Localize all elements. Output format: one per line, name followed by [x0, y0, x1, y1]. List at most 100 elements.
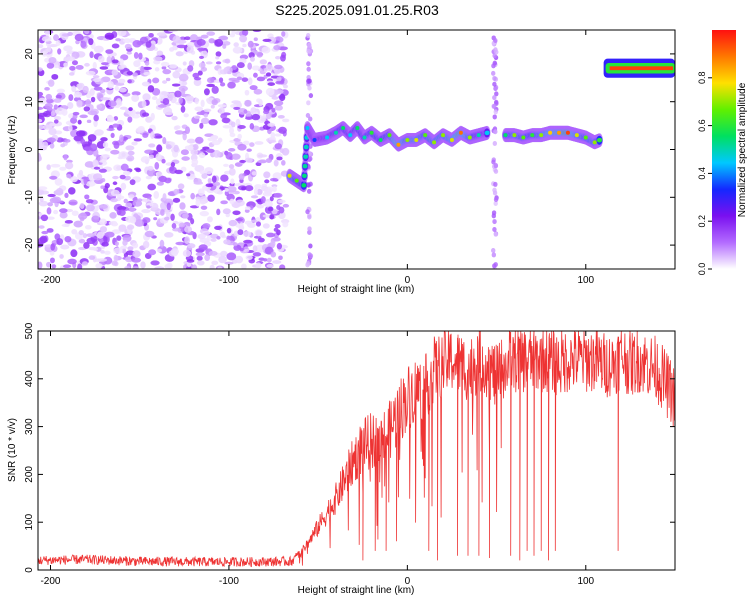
noise-speckle: [200, 34, 209, 39]
noise-speckle: [46, 44, 52, 53]
noise-speckle: [44, 102, 53, 109]
noise-speckle: [83, 106, 91, 112]
noise-speckle: [264, 187, 272, 195]
noise-speckle: [170, 161, 176, 168]
noise-speckle: [63, 62, 69, 68]
noise-speckle: [218, 77, 224, 84]
ridge-point: [348, 133, 353, 138]
noise-speckle: [274, 105, 283, 111]
noise-speckle: [193, 78, 202, 87]
noise-speckle: [63, 264, 72, 269]
noise-speckle: [237, 143, 247, 151]
noise-speckle: [64, 220, 73, 224]
noise-speckle: [237, 133, 242, 140]
stripe-speckle: [305, 262, 310, 268]
noise-speckle: [118, 209, 126, 216]
noise-speckle: [255, 221, 262, 227]
noise-speckle: [244, 206, 251, 211]
noise-speckle: [103, 235, 108, 243]
noise-speckle: [68, 199, 78, 206]
noise-speckle: [157, 104, 167, 108]
noise-speckle: [87, 110, 98, 116]
noise-speckle: [53, 119, 59, 124]
noise-speckle: [129, 216, 137, 224]
noise-speckle: [135, 127, 145, 133]
noise-speckle: [73, 220, 83, 228]
noise-speckle: [235, 199, 245, 207]
noise-speckle: [244, 185, 254, 192]
noise-speckle: [243, 249, 250, 253]
noise-speckle: [86, 233, 96, 238]
noise-speckle: [143, 72, 151, 76]
noise-speckle: [134, 218, 145, 227]
noise-speckle: [46, 164, 51, 171]
noise-speckle: [89, 51, 94, 59]
noise-speckle: [197, 47, 207, 51]
noise-speckle: [228, 148, 236, 152]
noise-speckle: [61, 108, 68, 116]
noise-speckle: [46, 228, 54, 233]
noise-speckle: [45, 261, 52, 268]
noise-speckle: [86, 237, 96, 245]
noise-speckle: [236, 76, 243, 81]
noise-speckle: [46, 62, 55, 69]
noise-speckle: [142, 217, 151, 224]
noise-speckle: [228, 219, 238, 227]
noise-speckle: [251, 219, 258, 223]
noise-speckle: [207, 194, 215, 202]
snr-panel: -200 -100 0 100 0 100 200 300 400 500 Height of …: [7, 322, 676, 596]
noise-speckle: [119, 174, 126, 180]
noise-speckle: [132, 72, 139, 77]
noise-speckle: [218, 35, 229, 41]
noise-speckle: [169, 166, 175, 172]
noise-speckle: [117, 30, 127, 37]
noise-speckle: [173, 188, 180, 195]
ridge-point: [369, 130, 374, 135]
noise-speckle: [222, 125, 232, 129]
noise-speckle: [111, 260, 118, 266]
noise-speckle: [220, 174, 229, 182]
noise-speckle: [200, 205, 208, 210]
noise-speckle: [243, 109, 248, 114]
stripe-speckle: [306, 66, 311, 72]
noise-speckle: [191, 158, 199, 166]
noise-speckle: [204, 254, 211, 262]
noise-speckle: [164, 263, 171, 269]
noise-speckle: [117, 206, 127, 211]
noise-speckle: [201, 172, 208, 179]
noise-speckle: [231, 30, 236, 36]
snr-x-axis-label: Height of straight line (km): [298, 585, 415, 596]
noise-speckle: [133, 51, 139, 59]
noise-speckle: [154, 266, 165, 269]
noise-speckle: [264, 200, 273, 208]
x-tick-label: -100: [219, 275, 239, 286]
noise-speckle: [78, 169, 84, 176]
noise-speckle: [83, 241, 90, 249]
noise-speckle: [94, 129, 104, 136]
noise-speckle: [122, 170, 131, 176]
stripe-speckle: [491, 213, 497, 219]
noise-speckle: [272, 260, 282, 264]
noise-speckle: [173, 144, 179, 153]
stripe-speckle: [307, 229, 312, 235]
noise-speckle: [256, 188, 263, 195]
noise-speckle: [76, 130, 86, 137]
noise-speckle: [111, 69, 119, 76]
noise-speckle: [79, 114, 88, 119]
noise-speckle: [197, 70, 203, 76]
ridge-point: [583, 135, 588, 140]
noise-speckle: [245, 116, 253, 120]
noise-speckle: [104, 147, 111, 152]
noise-speckle: [200, 99, 205, 108]
noise-speckle: [253, 187, 258, 196]
ridge-point: [287, 173, 292, 178]
noise-speckle: [168, 94, 173, 101]
noise-speckle: [38, 112, 48, 117]
noise-speckle: [53, 98, 62, 103]
noise-speckle: [68, 187, 76, 195]
noise-speckle: [66, 159, 73, 163]
noise-speckle: [148, 154, 155, 159]
noise-speckle: [282, 118, 290, 123]
noise-speckle: [249, 142, 255, 147]
stripe-speckle: [491, 159, 496, 165]
